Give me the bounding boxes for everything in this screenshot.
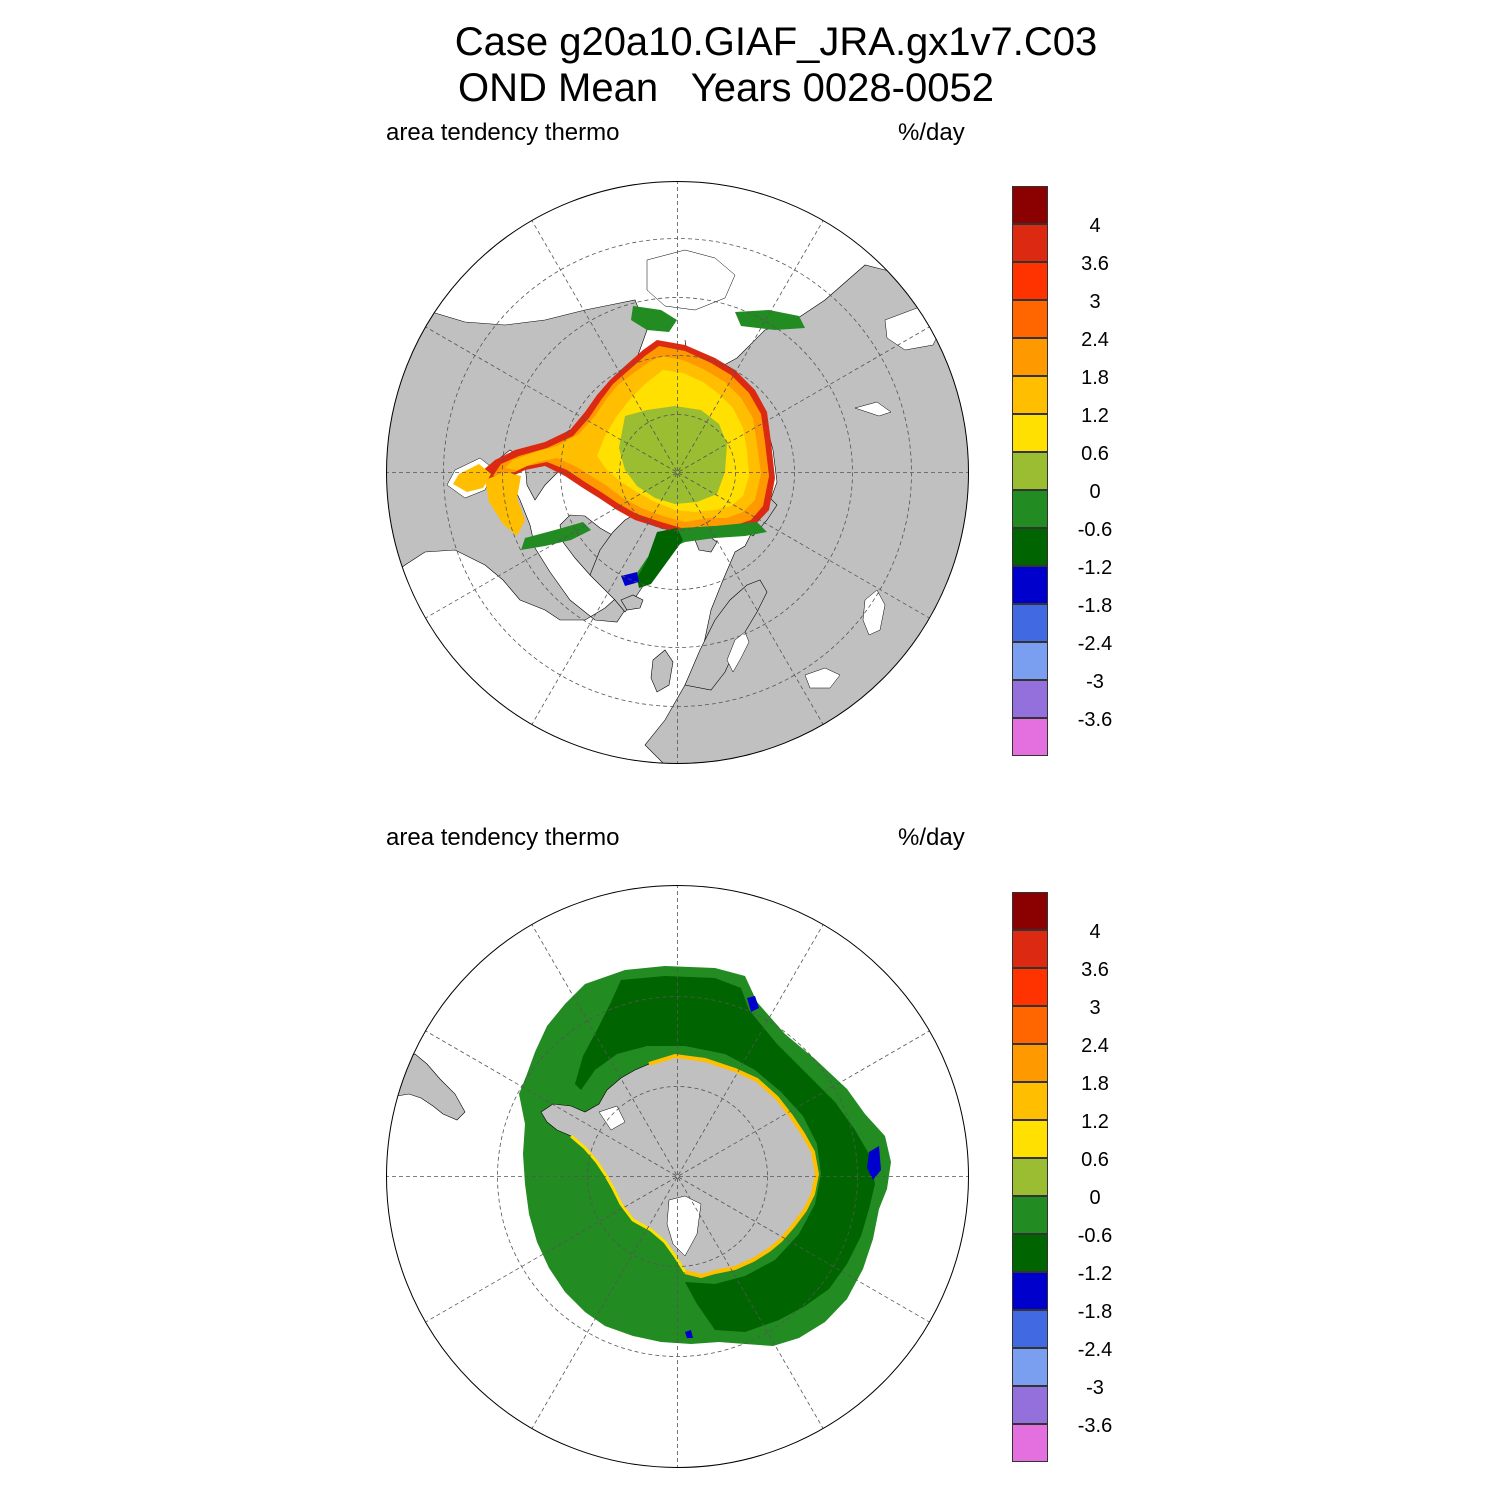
hudson-bay-positive (453, 464, 491, 492)
colorbar-label: -2.4 (1077, 1339, 1113, 1361)
arctic-central-near-zero (619, 406, 727, 504)
baltic-sea (726, 631, 750, 673)
ross-ice-shelf (666, 1195, 702, 1257)
colorbar-box (1012, 1272, 1048, 1310)
antarctic-coastal-rim (648, 1053, 820, 1279)
colorbar-label: -1.2 (1077, 557, 1113, 579)
lake-baikal (854, 401, 892, 417)
antarctic-negative-core (575, 976, 875, 1332)
north-panel-units-label: %/day (898, 119, 965, 146)
caspian-sea (862, 589, 886, 636)
colorbar-box (1012, 1196, 1048, 1234)
colorbar-label: 1.2 (1081, 1111, 1109, 1133)
colorbar-label: -3.6 (1077, 1415, 1113, 1437)
antarctic-coastal-rim-west (570, 1134, 687, 1273)
colorbar-box (1012, 376, 1048, 414)
colorbar-label: -0.6 (1077, 1225, 1113, 1247)
colorbar-box (1012, 300, 1048, 338)
colorbar-label: -1.2 (1077, 1263, 1113, 1285)
antarctic-map-frame (386, 885, 969, 1468)
colorbar-box (1012, 1006, 1048, 1044)
colorbar-box (1012, 1386, 1048, 1424)
colorbar-label: -3 (1086, 671, 1104, 693)
colorbar-label: -0.6 (1077, 519, 1113, 541)
colorbar-label: 1.2 (1081, 405, 1109, 427)
colorbar-label: 3 (1089, 997, 1101, 1019)
barents-negative (637, 528, 683, 588)
colorbar-box (1012, 604, 1048, 642)
scandinavia (684, 579, 768, 691)
colorbar-label: -3.6 (1077, 709, 1113, 731)
colorbar-box (1012, 262, 1048, 300)
colorbar-label: -1.8 (1077, 1301, 1113, 1323)
south-panel-variable-label: area tendency thermo (386, 824, 620, 851)
colorbar-box (1012, 1158, 1048, 1196)
title-line2: OND Mean Years 0028-0052 (458, 66, 994, 110)
colorbar-label: 0.6 (1081, 1149, 1109, 1171)
colorbar-label: 0 (1089, 1187, 1101, 1209)
colorbar-box (1012, 1310, 1048, 1348)
colorbar-label: 0 (1089, 481, 1101, 503)
colorbar-box (1012, 680, 1048, 718)
colorbar-label: 0.6 (1081, 443, 1109, 465)
colorbar-box (1012, 528, 1048, 566)
colorbar-box (1012, 1044, 1048, 1082)
colorbar-box (1012, 642, 1048, 680)
weddell-sea-notch (598, 1105, 626, 1131)
colorbar-box (1012, 1082, 1048, 1120)
colorbar-label: 1.8 (1081, 367, 1109, 389)
colorbar-box (1012, 1120, 1048, 1158)
bering-strait-negative (631, 306, 677, 332)
colorbar-box (1012, 186, 1048, 224)
antarctic-graticule (386, 885, 969, 1468)
arctic-map-frame (386, 181, 969, 764)
bering-sea (646, 249, 736, 311)
colorbar-box (1012, 1424, 1048, 1462)
colorbar-box (1012, 490, 1048, 528)
arctic-graticule (386, 181, 969, 764)
colorbar-label: 4 (1089, 215, 1101, 237)
colorbar-box (1012, 224, 1048, 262)
title-line1: Case g20a10.GIAF_JRA.gx1v7.C03 (454, 20, 1098, 64)
colorbar-label: 3.6 (1081, 959, 1109, 981)
british-isles (650, 649, 674, 693)
colorbar-box (1012, 718, 1048, 756)
colorbar-box (1012, 892, 1048, 930)
colorbar-label: 3.6 (1081, 253, 1109, 275)
colorbar-label: -2.4 (1077, 633, 1113, 655)
indian-sector-blue-patch (747, 996, 759, 1012)
black-sea (804, 667, 841, 689)
colorbar-label: -1.8 (1077, 595, 1113, 617)
colorbar-label: 2.4 (1081, 329, 1109, 351)
arctic-map (386, 181, 969, 764)
colorbar-label: 4 (1089, 921, 1101, 943)
colorbar-box (1012, 930, 1048, 968)
colorbar-box (1012, 1348, 1048, 1386)
north-america-landmass (386, 299, 648, 623)
south-atlantic-blue-patch (867, 1146, 881, 1180)
colorbar-box (1012, 452, 1048, 490)
north-panel-variable-label: area tendency thermo (386, 119, 620, 146)
okhotsk-negative (735, 310, 805, 330)
colorbar-box (1012, 968, 1048, 1006)
antarctic-map (386, 885, 969, 1468)
colorbar-box (1012, 414, 1048, 452)
iceland (620, 594, 644, 611)
colorbar-label: 2.4 (1081, 1035, 1109, 1057)
labrador-margin-positive (485, 472, 525, 536)
canada-margin-negative (521, 522, 591, 550)
colorbar-box (1012, 566, 1048, 604)
pacific-sector-blue-patch (685, 1330, 693, 1338)
colorbar-label: 1.8 (1081, 1073, 1109, 1095)
colorbar-box (1012, 1234, 1048, 1272)
south-panel-units-label: %/day (898, 824, 965, 851)
colorbar-box (1012, 338, 1048, 376)
colorbar-label: -3 (1086, 1377, 1104, 1399)
colorbar-label: 3 (1089, 291, 1101, 313)
